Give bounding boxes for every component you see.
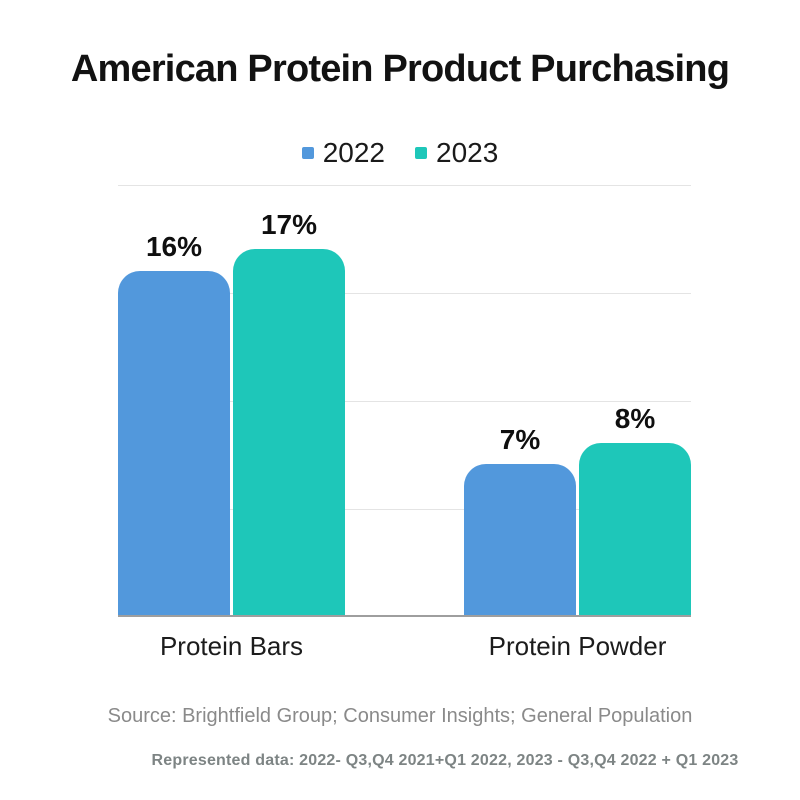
legend-label-2022: 2022 (322, 137, 385, 168)
category-label-protein-powder: Protein Powder (488, 631, 667, 661)
gridline-15 (118, 293, 691, 294)
bar-2023-protein-bars (233, 249, 345, 617)
data-label-2022-protein-powder: 7% (499, 424, 541, 455)
chart-title: American Protein Product Purchasing (70, 48, 730, 90)
source-note: Source: Brightfield Group; Consumer Insi… (107, 705, 693, 727)
x-axis-line (118, 615, 691, 617)
data-label-2022-protein-bars: 16% (145, 231, 203, 262)
legend: 2022 2023 (0, 137, 800, 169)
gridline-10 (118, 401, 691, 402)
represented-data-note: Represented data: 2022- Q3,Q4 2021+Q1 20… (151, 752, 739, 769)
legend-label-2023: 2023 (436, 137, 499, 168)
legend-marker-2022 (301, 147, 314, 159)
legend-item-2022: 2022 (301, 137, 385, 169)
bar-2022-protein-powder (464, 464, 576, 617)
legend-item-2023: 2023 (415, 137, 498, 169)
legend-marker-2023 (415, 147, 427, 159)
bar-2022-protein-bars (118, 271, 230, 617)
gridline-20 (118, 185, 691, 186)
category-label-protein-bars: Protein Bars (159, 631, 304, 661)
data-label-2023-protein-bars: 17% (260, 209, 318, 240)
gridline-5 (118, 509, 691, 510)
plot-area: 16% 17% Protein Bars 7% 8% Protein Powder (118, 185, 691, 659)
data-label-2023-protein-powder: 8% (614, 403, 656, 434)
bar-2023-protein-powder (579, 443, 691, 617)
